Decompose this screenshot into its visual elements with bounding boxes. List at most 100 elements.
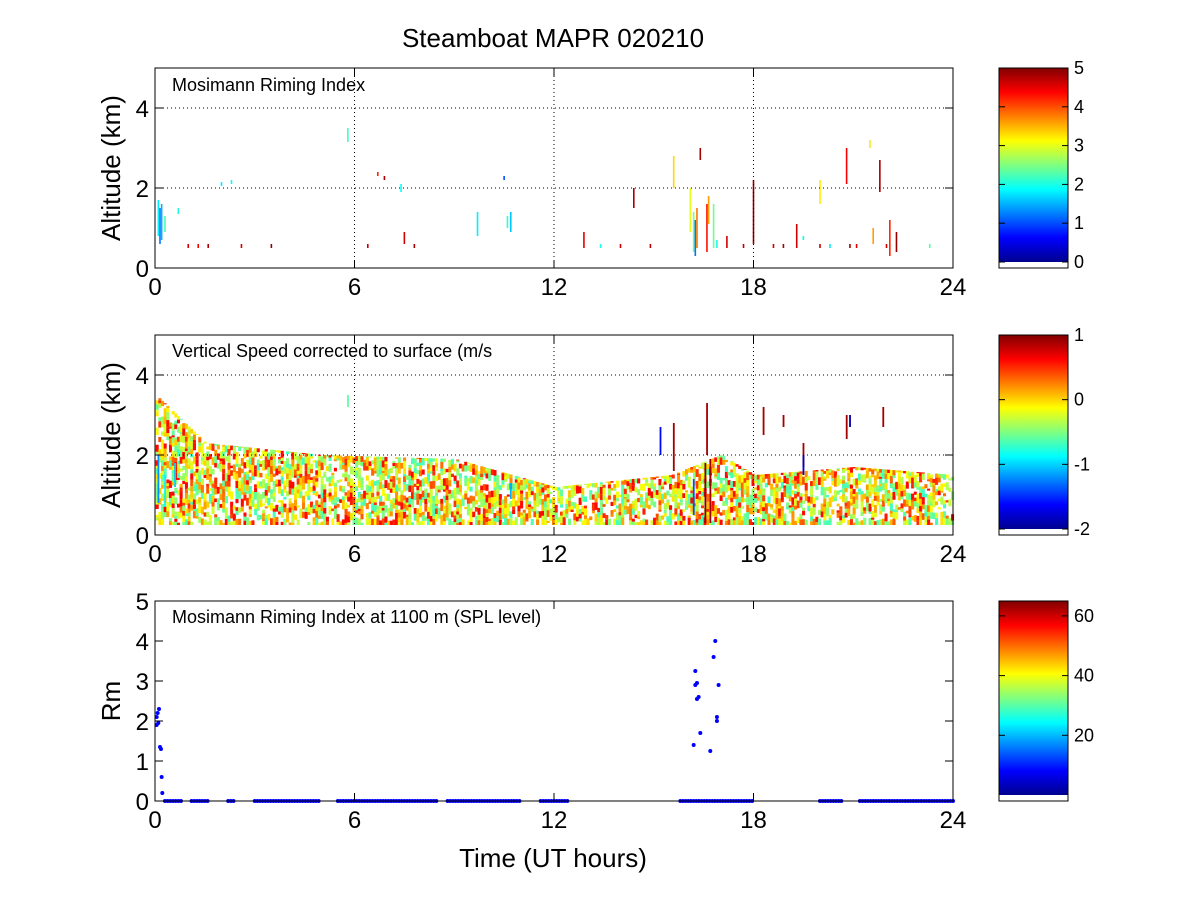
p2-speed-cell xyxy=(440,471,444,476)
p2-speed-cell xyxy=(794,490,798,494)
p2-speed-cell xyxy=(674,514,678,517)
p2-speed-cell xyxy=(825,507,830,514)
p2-speed-cell xyxy=(517,497,521,503)
p2-speed-cell xyxy=(602,504,606,507)
p2-speed-cell xyxy=(288,451,292,453)
p2-speed-cell xyxy=(408,519,412,525)
p2-speed-cell xyxy=(466,462,470,464)
p2-speed-cell xyxy=(623,509,627,515)
p2-speed-cell xyxy=(493,518,497,522)
p2-speed-cell xyxy=(254,484,258,488)
p2-speed-cell xyxy=(812,480,816,487)
p2-speed-cell xyxy=(216,463,220,469)
p3-xtick-label: 12 xyxy=(541,807,568,834)
p2-speed-cell xyxy=(278,465,282,471)
p2-speed-cell xyxy=(794,480,798,489)
p2-speed-cell xyxy=(730,497,734,503)
p2-speed-cell xyxy=(416,483,420,486)
p2-speed-cell xyxy=(155,412,159,417)
p2-speed-cell xyxy=(730,462,734,466)
p2-speed-cell xyxy=(634,522,638,525)
p2-speed-cell xyxy=(833,490,838,498)
p2-speed-cell xyxy=(219,451,223,459)
p2-speed-cell xyxy=(698,519,702,525)
p2-speed-cell xyxy=(669,493,673,498)
p2-speed-cell xyxy=(924,522,928,525)
p3-data-point xyxy=(154,715,159,719)
p2-speed-cell xyxy=(403,476,407,482)
p2-speed-cell xyxy=(397,462,401,469)
p2-speed-cell xyxy=(251,451,255,458)
p2-speed-cell xyxy=(474,491,478,497)
p2-speed-cell xyxy=(341,486,345,489)
p2-speed-cell xyxy=(783,490,787,497)
p2-speed-cell xyxy=(727,471,731,476)
p2-speed-cell xyxy=(908,475,912,484)
p2-speed-cell xyxy=(211,502,215,507)
p2-speed-cell xyxy=(892,518,896,525)
p3-data-point xyxy=(159,775,164,779)
p2-speed-cell xyxy=(232,520,236,525)
p2-speed-cell xyxy=(738,522,742,525)
p2-speed-cell xyxy=(748,500,752,508)
p2-speed-cell xyxy=(187,521,191,525)
p2-speed-cell xyxy=(264,506,268,509)
p2-speed-cell xyxy=(160,445,165,453)
p2-speed-cell xyxy=(275,504,279,512)
p2-speed-cell xyxy=(419,480,423,487)
p2-speed-cell xyxy=(945,515,949,519)
p2-speed-cell xyxy=(472,464,476,469)
p2-speed-cell xyxy=(895,481,899,490)
p2-speed-cell xyxy=(613,494,617,501)
p2-speed-cell xyxy=(254,469,258,477)
p2-speed-cell xyxy=(903,485,907,490)
p2-speed-cell xyxy=(887,473,891,480)
p2-speed-cell xyxy=(158,473,162,479)
p1-riming-segment xyxy=(689,188,692,232)
p2-speed-cell xyxy=(312,479,316,486)
p2-speed-cell xyxy=(637,516,641,520)
p2-speed-cell xyxy=(472,501,476,508)
p2-speed-cell xyxy=(432,503,436,509)
p2-speed-cell xyxy=(248,486,252,494)
p2-speed-cell xyxy=(288,522,292,525)
p2-speed-cell xyxy=(943,500,947,505)
p2-speed-cell xyxy=(666,502,670,506)
p2-speed-cell xyxy=(267,475,271,484)
p2-speed-cell xyxy=(544,507,548,513)
p2-speed-cell xyxy=(480,473,484,478)
p2-speed-cell xyxy=(839,516,843,521)
p2-speed-cell xyxy=(381,508,385,511)
p2-speed-cell xyxy=(897,470,901,477)
p2-speed-cell xyxy=(307,484,311,492)
p2-speed-cell xyxy=(179,487,183,493)
p2-speed-cell xyxy=(594,491,598,495)
p2-speed-cell xyxy=(198,497,202,503)
p2-speed-cell xyxy=(347,511,351,517)
p2-speed-cell xyxy=(637,497,641,503)
p2-speed-cell xyxy=(770,483,774,490)
p2-speed-cell xyxy=(416,493,420,500)
p2-speed-cell xyxy=(775,497,779,505)
p2-speed-cell xyxy=(160,493,165,499)
p2-speed-cell xyxy=(549,513,553,521)
p2-speed-cell xyxy=(671,484,675,490)
p3-xtick-label: 18 xyxy=(740,807,767,834)
p2-speed-cell xyxy=(847,478,851,482)
p2-speed-cell xyxy=(615,480,619,488)
p2-speed-cell xyxy=(235,480,239,489)
p2-speed-cell xyxy=(876,520,880,525)
p2-speed-cell xyxy=(387,520,391,525)
p2-speed-cell xyxy=(392,482,396,488)
p2-speed-cell xyxy=(296,478,300,485)
p2-speed-cell xyxy=(325,466,329,472)
p2-speed-cell xyxy=(863,467,867,470)
p2-speed-cell xyxy=(895,512,899,520)
p2-speed-cell xyxy=(759,511,763,515)
p2-speed-cell xyxy=(429,509,433,516)
p2-speed-cell xyxy=(863,480,867,483)
p2-speed-cell xyxy=(411,457,415,459)
p2-speed-cell xyxy=(719,512,723,516)
p2-speed-cell xyxy=(227,469,231,475)
p2-speed-cell xyxy=(804,477,808,483)
